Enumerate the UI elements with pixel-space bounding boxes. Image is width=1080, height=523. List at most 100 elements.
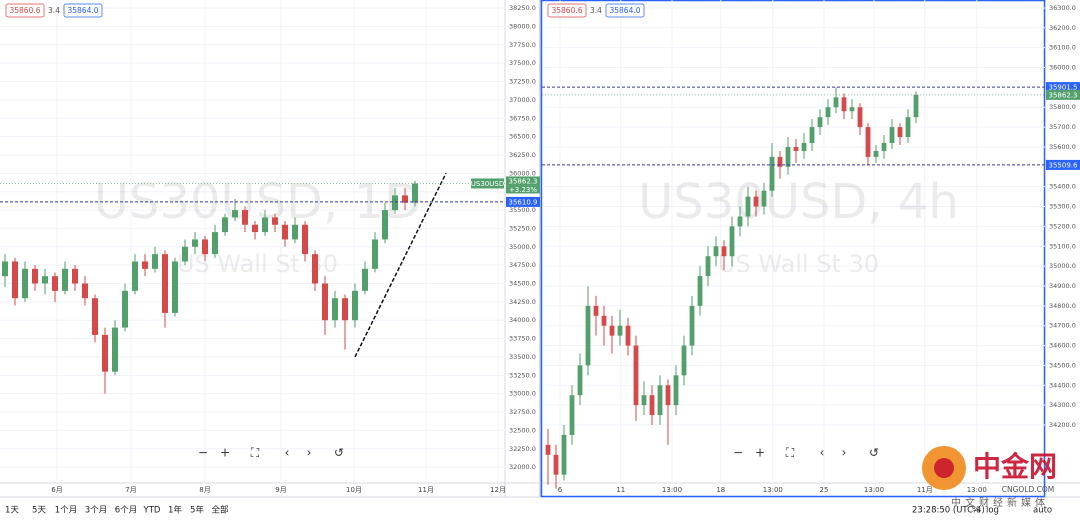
nav-button[interactable]: ⛶ bbox=[785, 446, 795, 460]
header-value: 3.4 bbox=[590, 6, 602, 15]
candle-body bbox=[657, 385, 663, 416]
candle-body bbox=[92, 298, 98, 335]
x-tick-label: 13:00 bbox=[967, 486, 987, 494]
candle-body bbox=[617, 325, 623, 336]
range-button[interactable]: 5天 bbox=[32, 506, 46, 516]
candle-body bbox=[312, 254, 318, 284]
y-tick-label: 36750.0 bbox=[509, 114, 536, 122]
candle-body bbox=[785, 146, 791, 167]
y-tick-label: 34500.0 bbox=[1049, 361, 1076, 369]
candle-body bbox=[12, 261, 18, 299]
x-tick-label: 12月 bbox=[490, 486, 506, 494]
candle-body bbox=[142, 261, 148, 269]
x-tick-label: 11月 bbox=[418, 486, 434, 494]
nav-button[interactable]: − bbox=[198, 446, 208, 460]
level-label: 35509.6 bbox=[1049, 161, 1078, 169]
y-tick-label: 33250.0 bbox=[509, 371, 536, 379]
y-tick-label: 35300.0 bbox=[1049, 203, 1076, 211]
candle-body bbox=[681, 345, 687, 376]
candle-body bbox=[102, 334, 108, 372]
watermark-subtitle: US Wall St 30 bbox=[718, 250, 879, 278]
y-tick-label: 35500.0 bbox=[509, 206, 536, 214]
candle-body bbox=[392, 195, 398, 211]
candle-body bbox=[212, 232, 218, 255]
candle-body bbox=[585, 305, 591, 366]
candle-body bbox=[809, 127, 815, 143]
x-tick-label: 13:00 bbox=[864, 486, 884, 494]
range-button[interactable]: 6个月 bbox=[115, 506, 137, 516]
range-button[interactable]: 1天 bbox=[5, 506, 19, 516]
candle-body bbox=[52, 276, 58, 291]
range-button[interactable]: 3个月 bbox=[85, 506, 107, 516]
y-tick-label: 35100.0 bbox=[1049, 242, 1076, 250]
y-tick-label: 34200.0 bbox=[1049, 421, 1076, 429]
change-label: +3.23% bbox=[509, 186, 537, 194]
x-tick-label: 18 bbox=[716, 486, 725, 494]
nav-button[interactable]: − bbox=[733, 446, 743, 460]
candle-body bbox=[601, 315, 607, 326]
y-tick-label: 34250.0 bbox=[509, 298, 536, 306]
candle-body bbox=[761, 190, 767, 207]
header-value: 35860.6 bbox=[9, 6, 40, 15]
candle-body bbox=[122, 290, 128, 328]
nav-button[interactable]: ↺ bbox=[334, 446, 344, 460]
logo-mark bbox=[934, 458, 954, 478]
candle-body bbox=[889, 127, 895, 143]
last-price-label: 35862.3 bbox=[509, 177, 538, 185]
y-tick-label: 35000.0 bbox=[1049, 262, 1076, 270]
candle-body bbox=[905, 117, 911, 138]
nav-button[interactable]: › bbox=[842, 446, 847, 460]
y-tick-label: 33500.0 bbox=[509, 353, 536, 361]
level-label-bg bbox=[1046, 159, 1080, 170]
candle-body bbox=[673, 375, 679, 406]
clock: 23:28:50 (UTC-4) bbox=[912, 506, 985, 516]
x-tick-label: 8月 bbox=[199, 486, 210, 494]
candle-body bbox=[817, 117, 823, 128]
range-button[interactable]: 全部 bbox=[211, 505, 229, 516]
candle-body bbox=[913, 94, 919, 118]
nav-button[interactable]: ⛶ bbox=[250, 446, 260, 460]
nav-button[interactable]: ↺ bbox=[869, 446, 879, 460]
y-tick-label: 34300.0 bbox=[1049, 401, 1076, 409]
percent-toggle[interactable]: % bbox=[972, 506, 980, 516]
candle-body bbox=[362, 268, 368, 291]
auto-toggle[interactable]: auto bbox=[1033, 506, 1052, 516]
y-tick-label: 36300.0 bbox=[1049, 4, 1076, 12]
candle-body bbox=[252, 224, 258, 233]
candle-body bbox=[625, 325, 631, 346]
y-tick-label: 34900.0 bbox=[1049, 282, 1076, 290]
candle-body bbox=[272, 217, 278, 225]
nav-button[interactable]: + bbox=[755, 446, 765, 460]
candle-body bbox=[593, 305, 599, 316]
logo-site: CNGOLD.COM bbox=[1002, 485, 1055, 494]
candle-body bbox=[132, 261, 138, 291]
y-tick-label: 33000.0 bbox=[509, 390, 536, 398]
candle-body bbox=[769, 156, 775, 191]
candle-body bbox=[721, 246, 727, 257]
range-button[interactable]: 5年 bbox=[190, 505, 204, 516]
candle-body bbox=[737, 216, 743, 227]
header-box bbox=[547, 3, 587, 18]
candle-body bbox=[352, 290, 358, 321]
candle-body bbox=[569, 395, 575, 435]
y-tick-label: 35800.0 bbox=[1049, 103, 1076, 111]
candle-body bbox=[32, 268, 38, 284]
logo-name: 中金网 bbox=[973, 450, 1057, 483]
y-tick-label: 36000.0 bbox=[509, 169, 536, 177]
range-button[interactable]: YTD bbox=[143, 506, 161, 516]
last-price-label-bg bbox=[506, 176, 540, 186]
range-button[interactable]: 1个月 bbox=[55, 506, 77, 516]
nav-button[interactable]: › bbox=[307, 446, 312, 460]
level-label-bg bbox=[506, 196, 540, 207]
nav-button[interactable]: + bbox=[220, 446, 230, 460]
nav-button[interactable]: ‹ bbox=[285, 446, 290, 460]
nav-button[interactable]: ‹ bbox=[820, 446, 825, 460]
candle-body bbox=[801, 142, 807, 151]
header-box bbox=[605, 3, 645, 18]
range-button[interactable]: 1年 bbox=[168, 505, 182, 516]
watermark-subtitle: US Wall St 30 bbox=[177, 250, 338, 278]
symbol-label-bg bbox=[471, 178, 504, 189]
log-toggle[interactable]: log bbox=[986, 506, 999, 516]
candle-body bbox=[857, 107, 863, 128]
